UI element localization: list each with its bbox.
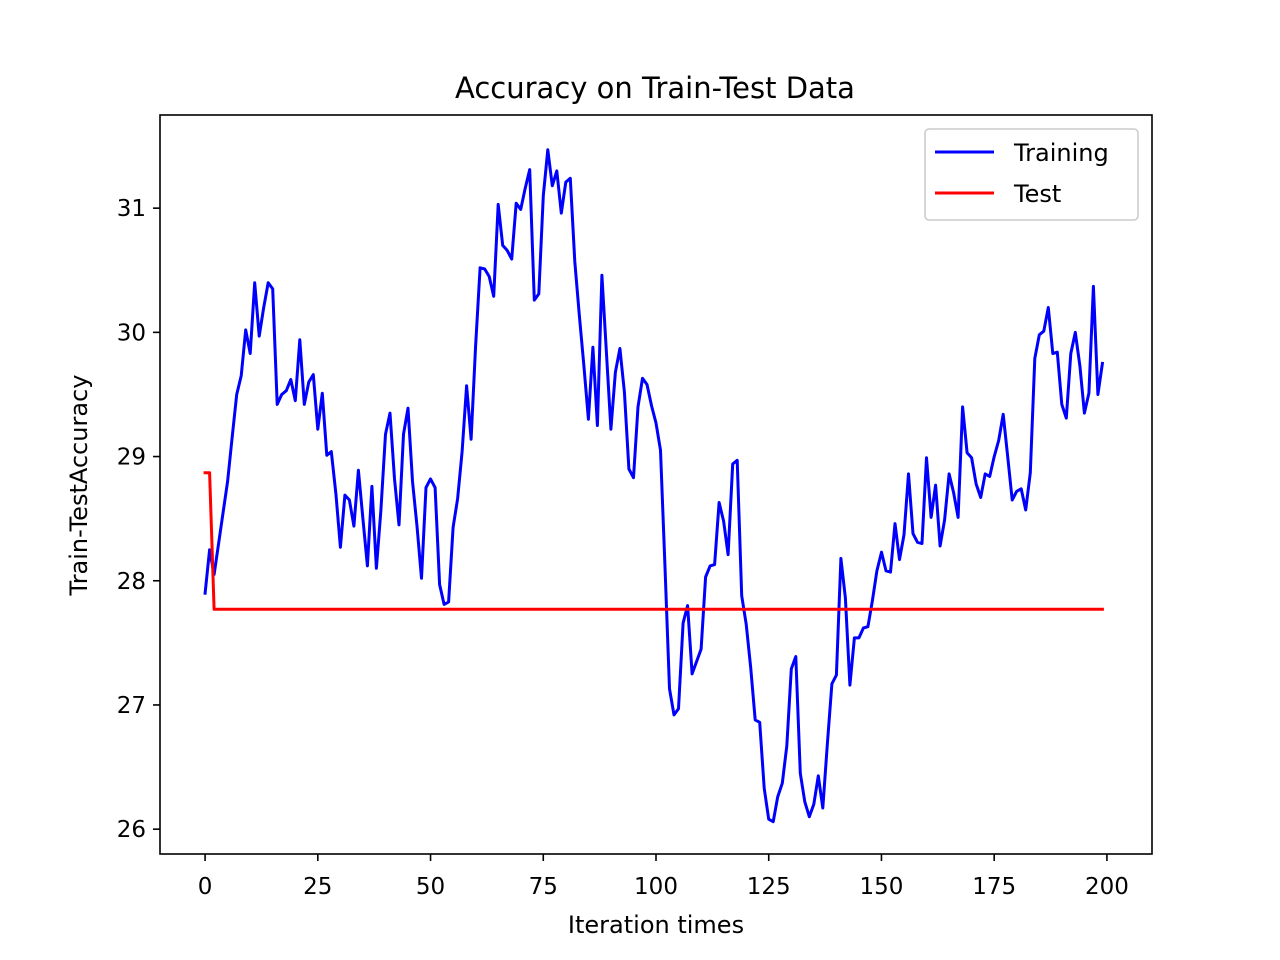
series-line-training: [203, 148, 1105, 824]
series-line-test: [203, 471, 1104, 611]
y-tick-label: 26: [117, 817, 146, 843]
x-axis-label: Iteration times: [568, 911, 744, 939]
y-tick-label: 30: [117, 320, 146, 346]
x-tick-label: 175: [972, 874, 1016, 900]
y-tick-label: 27: [117, 693, 146, 719]
x-tick-label: 200: [1085, 874, 1129, 900]
chart-title: Accuracy on Train-Test Data: [455, 71, 855, 105]
y-axis-label: Train-TestAccuracy: [65, 375, 93, 597]
x-tick-label: 100: [634, 874, 678, 900]
y-tick-label: 28: [117, 569, 146, 595]
y-tick-label: 31: [117, 196, 146, 222]
x-tick-label: 150: [860, 874, 904, 900]
x-tick-label: 25: [303, 874, 332, 900]
x-tick-label: 125: [747, 874, 791, 900]
x-tick-label: 75: [529, 874, 558, 900]
plot-area: [203, 148, 1105, 824]
x-tick-label: 50: [416, 874, 445, 900]
axes: 0 25 50 75 100 125 150 175 200 26 27 28 29 30 31: [117, 196, 1129, 900]
x-tick-label: 0: [198, 874, 213, 900]
legend-label-training: Training: [1013, 139, 1109, 167]
y-tick-label: 29: [117, 445, 146, 471]
legend-label-test: Test: [1013, 180, 1061, 208]
legend: Training Test: [924, 128, 1139, 221]
